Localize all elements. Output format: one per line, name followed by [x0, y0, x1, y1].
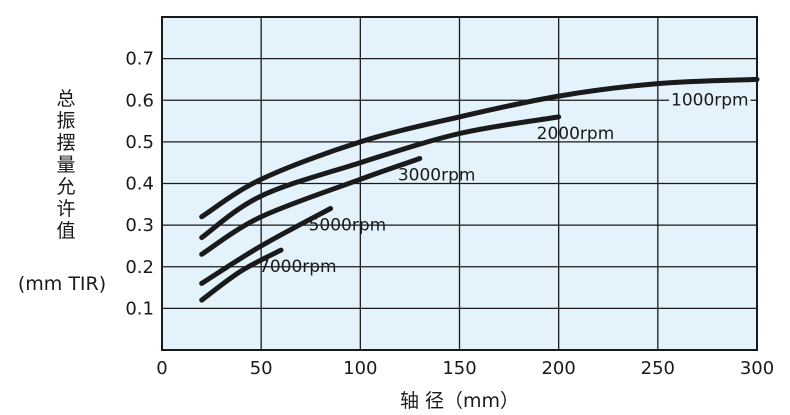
x-tick-label: 200 — [541, 358, 575, 379]
y-axis-title-char: 值 — [56, 220, 75, 242]
series-label-3000rpm: 3000rpm — [398, 166, 476, 186]
x-tick-label: 0 — [156, 358, 167, 379]
series-line-1000rpm — [199, 76, 760, 220]
x-tick-label: 100 — [343, 358, 377, 379]
y-tick-label: 0.1 — [125, 298, 154, 319]
y-axis-title-char: 允 — [56, 176, 75, 198]
y-tick-label: 0.2 — [125, 257, 154, 278]
y-axis-title-char: 总 — [56, 88, 75, 110]
series-line-5000rpm — [199, 206, 334, 286]
x-tick-labels: 0 50 100 150 200 250 300 — [156, 358, 774, 379]
x-tick-label: 250 — [641, 358, 675, 379]
series-label-1000rpm: 1000rpm — [671, 90, 749, 110]
series-labels: 1000rpm 2000rpm 3000rpm 5000rpm 7000rpm — [259, 90, 751, 277]
x-axis-title: 轴 径（mm） — [400, 390, 519, 412]
y-tick-label: 0.3 — [125, 215, 154, 236]
series-label-7000rpm: 7000rpm — [259, 257, 337, 277]
y-tick-labels: 0.1 0.2 0.3 0.4 0.5 0.6 0.7 — [125, 49, 154, 320]
y-axis-title-char: 许 — [56, 198, 75, 220]
x-tick-label: 150 — [442, 358, 476, 379]
y-tick-label: 0.7 — [125, 49, 154, 70]
y-tick-label: 0.6 — [125, 90, 154, 111]
series-line-2000rpm — [199, 114, 562, 241]
x-tick-label: 300 — [740, 358, 774, 379]
series-lines — [199, 76, 760, 303]
grid-lines — [162, 17, 757, 350]
series-label-backing — [669, 90, 751, 111]
series-line-3000rpm — [199, 156, 423, 257]
y-axis-title-char: 摆 — [56, 132, 75, 154]
x-tick-label: 50 — [250, 358, 273, 379]
y-tick-label: 0.5 — [125, 132, 154, 153]
y-axis-title-char: 振 — [56, 110, 75, 132]
y-axis-title-char: 量 — [56, 154, 75, 176]
series-label-2000rpm: 2000rpm — [537, 124, 615, 144]
plot-frame — [161, 16, 758, 351]
y-axis-unit: (mm TIR) — [18, 273, 106, 295]
series-line-7000rpm — [199, 247, 284, 303]
series-label-5000rpm: 5000rpm — [309, 215, 387, 235]
y-tick-label: 0.4 — [125, 174, 154, 195]
